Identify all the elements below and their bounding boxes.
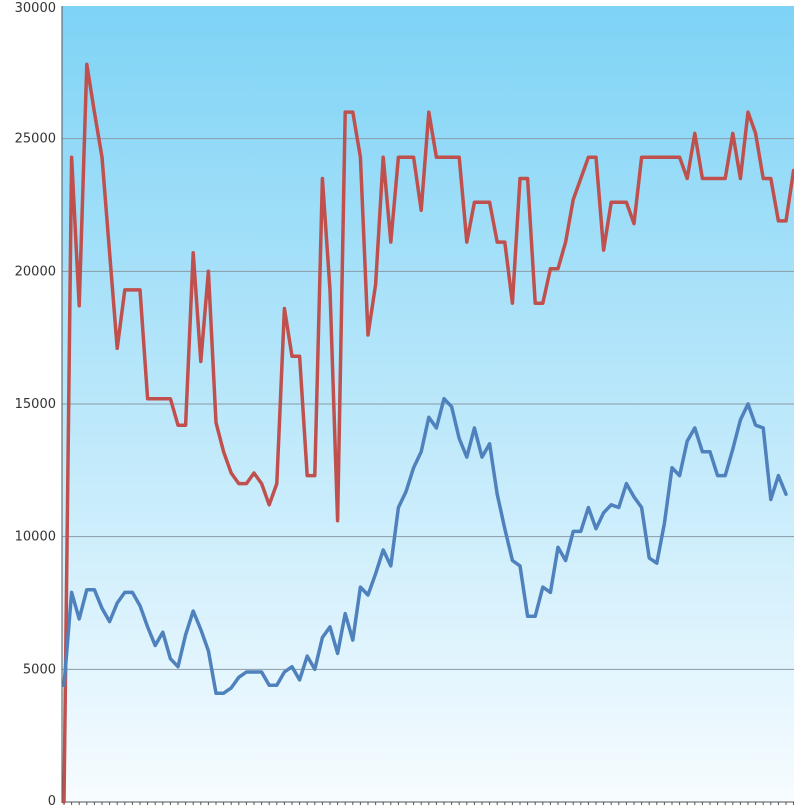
y-tick-label-20000: 20000: [15, 264, 56, 279]
series-line-2: [62, 396, 788, 695]
x-ticks: [63, 802, 794, 805]
grid-lines: [62, 138, 794, 670]
y-tick-label-25000: 25000: [15, 132, 56, 147]
y-tick-label-5000: 5000: [23, 662, 56, 677]
y-tick-labels: 0 5000 10000 15000 20000 25000 30000: [15, 1, 56, 807]
series-line-1: [62, 62, 794, 804]
series-lines: [62, 62, 794, 804]
y-tick-label-10000: 10000: [15, 530, 56, 545]
y-tick-label-30000: 30000: [15, 1, 56, 16]
y-tick-label-15000: 15000: [15, 397, 56, 412]
y-tick-label-0: 0: [48, 794, 56, 807]
